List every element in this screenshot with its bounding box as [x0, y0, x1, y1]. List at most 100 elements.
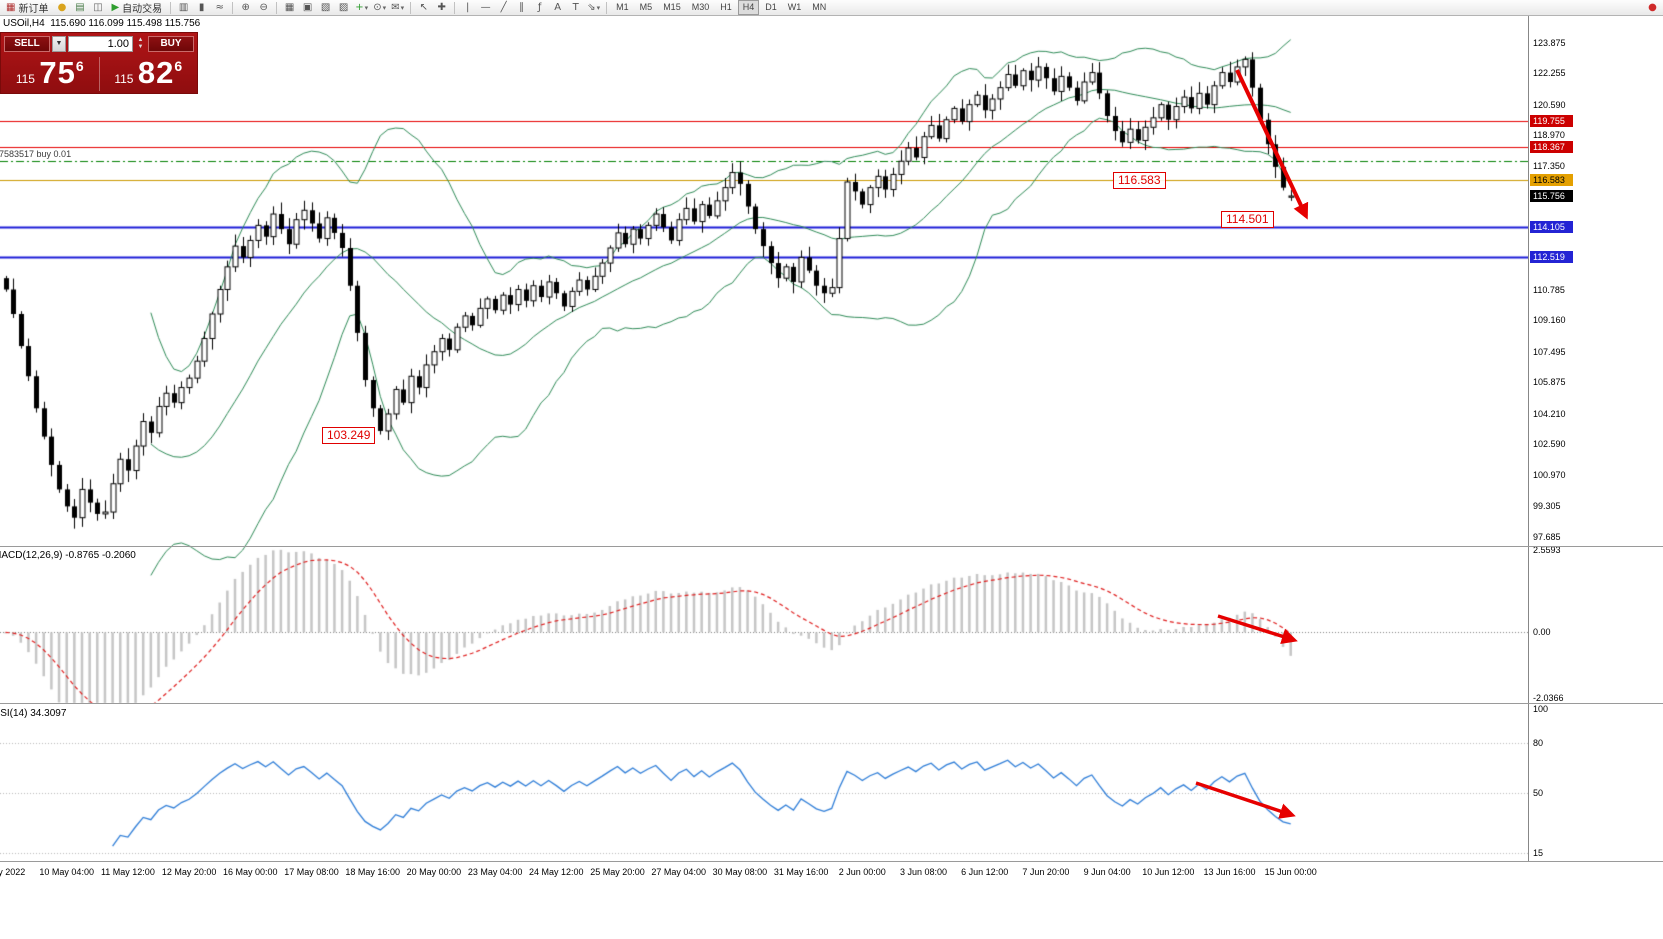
auto-trading-button-label: 自动交易 — [122, 4, 163, 15]
zoom-out-icon[interactable]: ⊖ — [255, 1, 272, 14]
price-axis-label: 122.255 — [1533, 68, 1566, 79]
volume-input[interactable]: 1.00 — [68, 36, 133, 52]
crosshair-icon[interactable]: ✚ — [433, 1, 450, 14]
arrange-windows-icon-glyph: ▧ — [320, 2, 331, 13]
price-chart-canvas[interactable] — [0, 0, 1663, 885]
terminal-icon[interactable]: ◫ — [89, 1, 106, 14]
timeframe-d1-button[interactable]: D1 — [765, 2, 777, 12]
fibonacci-icon[interactable]: ƒ — [531, 1, 548, 14]
profiles-icon[interactable]: ⊙ ▾ — [371, 1, 388, 14]
stepper-down-icon: ▼ — [137, 44, 144, 50]
buy-price-pip: 6 — [174, 57, 183, 74]
price-tag: 119.755 — [1530, 114, 1573, 127]
buy-price[interactable]: 115 826 — [100, 57, 198, 91]
timeframe-m15-button[interactable]: M15 — [663, 2, 681, 12]
time-axis-label: 15 Jun 00:00 — [1264, 867, 1317, 877]
price-tag: 112.519 — [1530, 251, 1573, 264]
new-chart-icon-glyph: + — [355, 2, 364, 13]
toolbar-separator — [170, 1, 172, 14]
volume-stepper[interactable]: ▲ ▼ — [135, 36, 146, 52]
time-axis-label: 2 Jun 00:00 — [838, 867, 886, 877]
price-axis-label: 97.685 — [1533, 531, 1561, 542]
zoom-out-icon-glyph: ⊖ — [259, 2, 268, 13]
candlestick-chart-icon-glyph: ▮ — [198, 2, 205, 13]
label-icon-glyph: T — [572, 2, 579, 13]
templates-icon[interactable]: ✉ ▾ — [389, 1, 406, 14]
time-axis-label: 9 Jun 04:00 — [1083, 867, 1131, 877]
time-axis[interactable]: May 2022 10 May 04:00 11 May 12:00 12 May 2… — [0, 862, 1528, 884]
price-axis-label: 110.785 — [1533, 284, 1565, 295]
new-order-button[interactable]: ▦ 新订单 — [2, 1, 52, 15]
timeframe-mn-button[interactable]: MN — [812, 2, 827, 12]
line-chart-icon[interactable]: ≈ — [211, 1, 228, 14]
cascade-windows-icon[interactable]: ▣ — [299, 1, 316, 14]
price-axis-label: 15 — [1533, 847, 1544, 858]
timeframe-h4-button[interactable]: H4 — [737, 0, 760, 15]
price-axis-label: 100 — [1533, 704, 1549, 715]
data-window-icon[interactable]: ▤ — [71, 1, 88, 14]
trendline-icon[interactable]: ╱ — [495, 1, 512, 14]
timeframe-h1-button[interactable]: H1 — [720, 2, 732, 12]
buy-price-main: 82 — [137, 55, 175, 90]
text-icon[interactable]: A — [549, 1, 566, 14]
candlestick-chart-icon[interactable]: ▮ — [193, 1, 210, 14]
terminal-icon-glyph: ◫ — [93, 2, 103, 13]
sell-price-int: 115 — [15, 72, 35, 86]
buy-button[interactable]: BUY — [148, 36, 194, 52]
channel-icon[interactable]: ∥ — [513, 1, 530, 14]
shapes-icon-glyph: ⇘ — [587, 2, 596, 13]
channel-icon-glyph: ∥ — [519, 2, 525, 13]
timeframe-m30-button[interactable]: M30 — [691, 2, 710, 12]
price-callout[interactable]: 114.501 — [1221, 211, 1274, 228]
panel-splitter-macd[interactable] — [0, 546, 1663, 547]
cursor-icon-glyph: ↖ — [419, 2, 428, 13]
macd-indicator-label: MACD(12,26,9) -0.8765 -0.2060 — [0, 550, 136, 561]
price-callout[interactable]: 103.249 — [322, 427, 376, 444]
sell-button[interactable]: SELL — [4, 36, 50, 52]
price-axis-label: 102.590 — [1533, 439, 1566, 450]
bar-chart-icon[interactable]: ▥ — [175, 1, 192, 14]
cursor-icon[interactable]: ↖ — [415, 1, 432, 14]
zoom-in-icon-glyph: ⊕ — [241, 2, 250, 13]
bar-chart-icon-glyph: ▥ — [178, 2, 189, 13]
zoom-in-icon[interactable]: ⊕ — [237, 1, 254, 14]
label-icon[interactable]: T — [567, 1, 584, 14]
timeframe-m1-button[interactable]: M1 — [616, 2, 629, 12]
time-axis-label: 11 May 12:00 — [100, 867, 155, 877]
rsi-indicator-label: RSI(14) 34.3097 — [0, 708, 67, 719]
time-axis-label: 12 May 20:00 — [161, 867, 217, 877]
timeframe-m5-button[interactable]: M5 — [639, 2, 653, 12]
chevron-down-icon: ▼ — [55, 40, 63, 47]
buy-price-int: 115 — [114, 72, 134, 86]
new-chart-icon[interactable]: + ▾ — [353, 1, 370, 14]
horizontal-line-icon[interactable]: — — [477, 1, 494, 14]
sell-price[interactable]: 115 756 — [1, 57, 100, 91]
chart-symbol-ohlc: USOil,H4 115.690 116.099 115.498 115.756 — [3, 18, 201, 29]
toolbar-separator — [232, 1, 234, 14]
vertical-line-icon[interactable]: | — [459, 1, 476, 14]
timeframe-w1-button[interactable]: W1 — [787, 2, 802, 12]
price-scale[interactable]: 123.875 122.255 120.590 118.970 117.350 110.7… — [1528, 16, 1663, 861]
price-callout[interactable]: 116.583 — [1113, 172, 1166, 189]
time-axis-label: 13 Jun 16:00 — [1203, 867, 1256, 877]
auto-trading-button[interactable]: ▶ 自动交易 — [107, 1, 166, 15]
market-watch-icon[interactable]: ● — [53, 1, 70, 14]
arrange-windows-icon[interactable]: ▧ — [317, 1, 334, 14]
price-axis-label: 109.160 — [1533, 315, 1566, 326]
chevron-down-icon: ▾ — [364, 4, 369, 12]
chevron-down-icon: ▾ — [596, 4, 601, 12]
toolbar-separator — [606, 1, 608, 14]
toolbar-separator — [276, 1, 278, 14]
panel-splitter-rsi[interactable] — [0, 703, 1663, 704]
new-order-button-label: 新订单 — [18, 4, 49, 15]
time-axis-label: 24 May 12:00 — [529, 867, 584, 877]
price-axis-label: 120.590 — [1533, 99, 1566, 110]
volume-dropdown[interactable]: ▼ — [52, 36, 66, 52]
text-icon-glyph: A — [554, 2, 562, 13]
chart-shift-icon[interactable]: ▨ — [335, 1, 352, 14]
shapes-icon[interactable]: ⇘ ▾ — [585, 1, 602, 14]
tile-windows-icon[interactable]: ▦ — [281, 1, 298, 14]
connection-status-icon[interactable]: ● — [1644, 1, 1661, 14]
time-axis-label: 6 Jun 12:00 — [961, 867, 1009, 877]
